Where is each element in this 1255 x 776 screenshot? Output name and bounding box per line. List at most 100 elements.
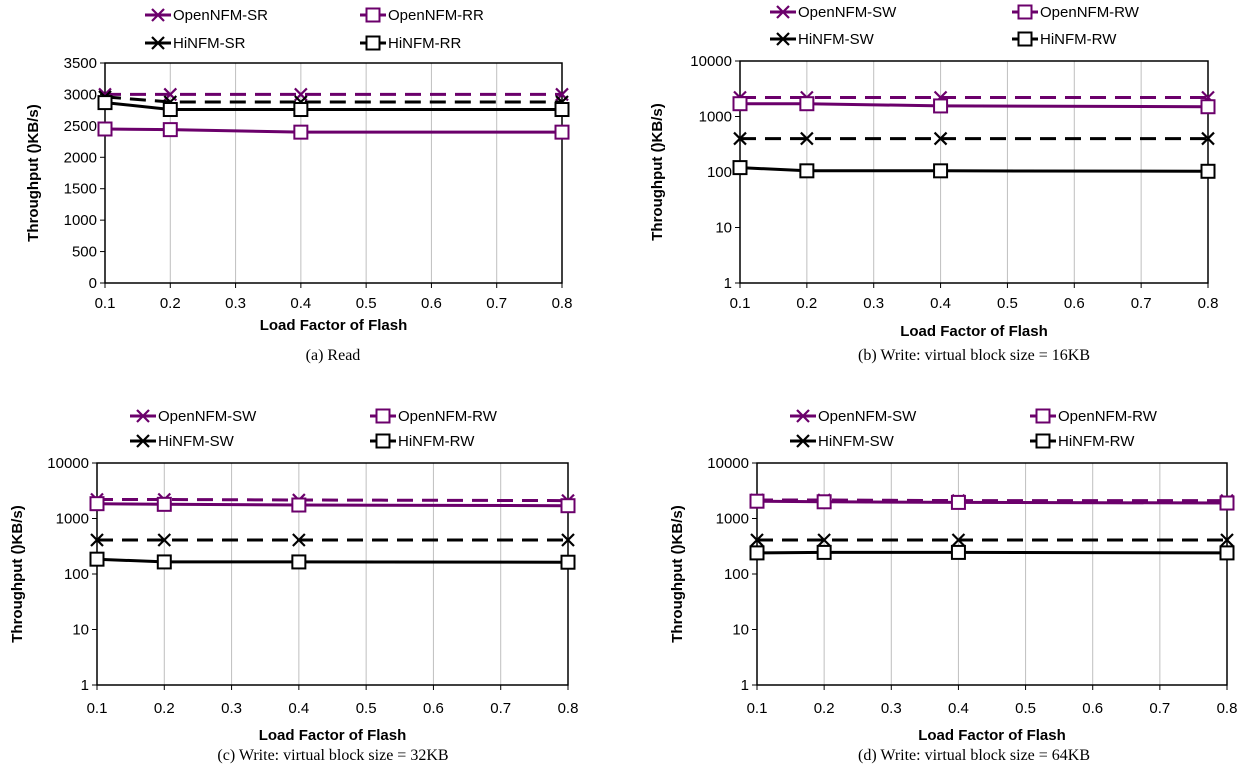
data-point-square-marker	[1200, 163, 1216, 179]
x-axis-title: Load Factor of Flash	[260, 317, 408, 334]
x-tick-label: 0.3	[863, 295, 884, 312]
legend-marker	[776, 32, 790, 46]
y-tick-label: 10	[715, 220, 732, 237]
series-line	[104, 101, 562, 111]
x-tick-label: 0.6	[421, 295, 442, 312]
legend-label: HiNFM-SR	[173, 35, 246, 52]
x-marker-stroke	[90, 533, 104, 547]
x-tick-label: 0.3	[225, 295, 246, 312]
legend-label: HiNFM-RW	[1058, 433, 1135, 450]
data-point-x-marker	[750, 533, 764, 547]
x-marker-stroke	[817, 533, 831, 547]
x-marker-stroke	[796, 409, 810, 423]
legend-item: OpenNFM-SR	[145, 7, 268, 24]
x-tick-label: 0.7	[1131, 295, 1152, 312]
x-tick-label: 0.3	[221, 700, 242, 717]
series-opennfm-rw	[89, 496, 576, 514]
series-line	[104, 127, 562, 134]
legend-item: HiNFM-RR	[360, 35, 461, 52]
y-tick-label: 10	[72, 622, 89, 639]
x-marker-stroke	[157, 533, 172, 547]
legend-label: HiNFM-SW	[798, 31, 875, 48]
x-marker-stroke	[151, 8, 165, 22]
x-marker-stroke	[733, 131, 747, 146]
legend-item: HiNFM-RW	[370, 433, 475, 450]
series-hinfm-sw	[750, 533, 1234, 547]
y-tick-label: 1000	[64, 212, 97, 229]
data-point-x-marker	[817, 533, 831, 547]
data-point-square-marker	[933, 98, 949, 114]
chart-panel-d: 1 10 100 1000 10000 0.1 0.2 0.3 0.4 0.5 0.6 0.7 0.8 L…	[669, 408, 1237, 764]
x-axis-title: Load Factor of Flash	[900, 323, 1048, 340]
data-point-square-marker	[89, 496, 105, 512]
data-point-square-marker	[816, 494, 832, 510]
chart-panel-c: 1 10 100 1000 10000 0.1 0.2 0.3 0.4 0.5 0.6 0.7 0.8 L…	[9, 408, 578, 764]
legend-item: OpenNFM-SW	[130, 408, 257, 425]
x-tick-label: 0.7	[486, 295, 507, 312]
data-point-x-marker	[1201, 131, 1215, 146]
data-point-square-marker	[89, 551, 105, 567]
y-tick-label: 100	[64, 566, 89, 583]
x-marker-stroke	[136, 434, 150, 448]
y-tick-label: 100	[724, 566, 749, 583]
data-point-square-marker	[156, 496, 172, 512]
y-tick-label: 1	[741, 677, 749, 694]
y-tick-label: 1500	[64, 181, 97, 198]
x-tick-label: 0.8	[558, 700, 579, 717]
legend: OpenNFM-SW OpenNFM-RW HiNFM-SW HiNFM-RW	[790, 408, 1158, 450]
y-axis-title: Throughput ()KB/s)	[9, 505, 26, 642]
data-point-square-marker	[97, 95, 113, 111]
data-point-square-marker	[799, 96, 815, 112]
y-tick-label: 1	[724, 275, 732, 292]
data-point-square-marker	[162, 122, 178, 138]
legend-marker	[796, 434, 810, 448]
series-opennfm-rw	[749, 493, 1235, 511]
x-marker-stroke	[796, 434, 810, 448]
chart-panel-a: 0 500 1000 1500 2000 2500 3000 3500 0.1 0.2 0.3 0.4…	[25, 7, 572, 364]
legend: OpenNFM-SR OpenNFM-RR HiNFM-SR HiNFM-RR	[145, 7, 484, 52]
series-hinfm-rw	[732, 160, 1216, 179]
legend-marker	[365, 35, 381, 51]
x-tick-label: 0.2	[796, 295, 817, 312]
data-point-x-marker	[1220, 533, 1234, 547]
x-marker-stroke	[951, 533, 966, 547]
y-axis-title: Throughput ()KB/s)	[649, 103, 666, 240]
legend-marker	[1035, 433, 1051, 449]
x-tick-label: 0.3	[881, 700, 902, 717]
legend-label: HiNFM-RR	[388, 35, 461, 52]
legend-item: OpenNFM-RW	[1012, 4, 1140, 21]
data-point-square-marker	[156, 554, 172, 570]
chart-caption: (c) Write: virtual block size = 32KB	[217, 747, 448, 764]
legend-marker	[1017, 31, 1033, 47]
legend-label: HiNFM-RW	[1040, 31, 1117, 48]
x-tick-label: 0.8	[552, 295, 573, 312]
chart-panel-b: 1 10 100 1000 10000 0.1 0.2 0.3 0.4 0.5 0.6 0.7 0.8 L…	[649, 4, 1218, 364]
data-point-square-marker	[933, 163, 949, 179]
y-tick-label: 2000	[64, 149, 97, 166]
legend-label: OpenNFM-RW	[398, 408, 498, 425]
data-point-x-marker	[733, 131, 747, 146]
legend-marker	[136, 434, 150, 448]
data-point-square-marker	[732, 96, 748, 112]
legend-label: OpenNFM-SW	[818, 408, 917, 425]
x-marker-stroke	[1220, 533, 1234, 547]
data-point-square-marker	[554, 124, 570, 140]
legend-marker	[375, 408, 391, 424]
series-hinfm-rw	[749, 544, 1235, 561]
data-point-x-marker	[800, 131, 814, 146]
series-line	[756, 499, 1228, 505]
series-line	[96, 502, 569, 508]
plot-frame	[104, 62, 563, 284]
series-line	[97, 498, 569, 503]
legend-marker	[1035, 408, 1051, 424]
legend-label: HiNFM-SW	[818, 433, 895, 450]
x-marker-stroke	[561, 533, 575, 547]
x-marker-stroke	[136, 409, 150, 423]
x-tick-label: 0.8	[1217, 700, 1238, 717]
series-line	[756, 550, 1228, 555]
legend-label: HiNFM-RW	[398, 433, 475, 450]
x-tick-label: 0.6	[1082, 700, 1103, 717]
x-tick-label: 0.2	[814, 700, 835, 717]
x-marker-stroke	[1201, 131, 1215, 146]
y-tick-label: 500	[72, 244, 97, 261]
